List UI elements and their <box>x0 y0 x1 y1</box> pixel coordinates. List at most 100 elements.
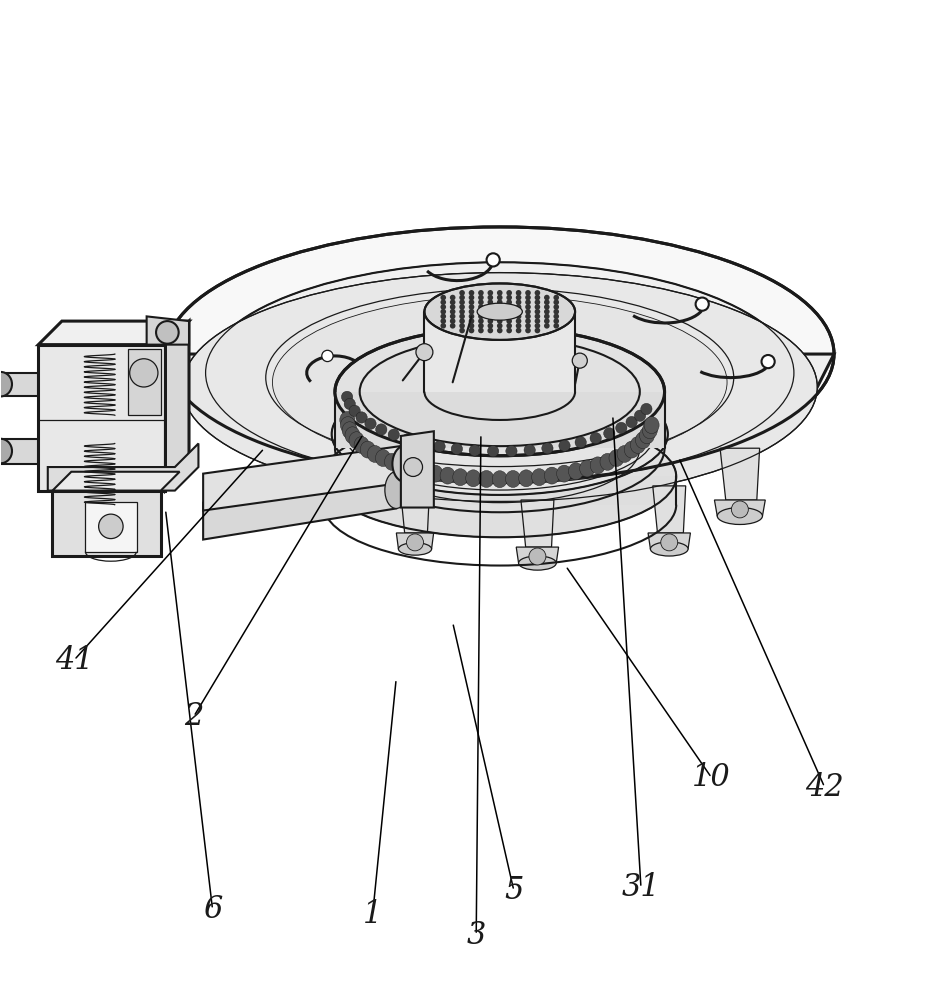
Ellipse shape <box>182 273 818 501</box>
Polygon shape <box>401 491 429 533</box>
Text: 3: 3 <box>467 920 486 951</box>
Ellipse shape <box>360 441 375 458</box>
Circle shape <box>604 428 615 439</box>
Ellipse shape <box>519 470 534 487</box>
Circle shape <box>554 318 559 324</box>
Polygon shape <box>1 439 39 464</box>
Ellipse shape <box>492 471 507 488</box>
Circle shape <box>506 309 512 315</box>
Circle shape <box>459 309 465 315</box>
Circle shape <box>554 295 559 300</box>
Ellipse shape <box>206 262 794 483</box>
Circle shape <box>535 318 540 324</box>
Circle shape <box>469 328 474 333</box>
Text: 31: 31 <box>621 872 660 903</box>
Ellipse shape <box>636 432 651 449</box>
Circle shape <box>575 437 587 448</box>
Ellipse shape <box>477 303 522 320</box>
Circle shape <box>640 403 652 415</box>
Circle shape <box>488 323 493 329</box>
Circle shape <box>590 433 602 444</box>
Circle shape <box>416 344 433 361</box>
Circle shape <box>459 304 465 310</box>
Ellipse shape <box>323 416 676 537</box>
Circle shape <box>696 298 709 311</box>
Ellipse shape <box>609 450 624 467</box>
Circle shape <box>516 304 521 310</box>
Polygon shape <box>48 444 198 491</box>
Polygon shape <box>203 472 396 540</box>
Circle shape <box>488 318 493 324</box>
Polygon shape <box>165 321 189 491</box>
Circle shape <box>497 318 503 324</box>
Circle shape <box>344 398 356 410</box>
Circle shape <box>478 290 484 296</box>
Ellipse shape <box>453 469 468 486</box>
Circle shape <box>506 323 512 329</box>
Circle shape <box>459 314 465 319</box>
Circle shape <box>506 299 512 305</box>
Circle shape <box>535 299 540 305</box>
Ellipse shape <box>624 441 639 458</box>
Circle shape <box>535 314 540 319</box>
Circle shape <box>506 318 512 324</box>
Circle shape <box>488 290 493 296</box>
Ellipse shape <box>345 427 360 444</box>
Polygon shape <box>521 500 554 547</box>
Circle shape <box>525 290 531 296</box>
Text: 5: 5 <box>505 875 523 906</box>
Circle shape <box>572 353 587 368</box>
Circle shape <box>497 290 503 296</box>
Circle shape <box>418 438 429 449</box>
Circle shape <box>626 416 637 428</box>
Circle shape <box>99 514 124 539</box>
Circle shape <box>469 314 474 319</box>
Circle shape <box>459 328 465 333</box>
Circle shape <box>762 355 775 368</box>
Circle shape <box>375 424 387 435</box>
Polygon shape <box>39 321 189 345</box>
Polygon shape <box>401 431 434 508</box>
Circle shape <box>516 295 521 300</box>
Circle shape <box>488 328 493 333</box>
Ellipse shape <box>394 457 409 474</box>
Circle shape <box>516 299 521 305</box>
Circle shape <box>440 299 446 305</box>
Ellipse shape <box>651 542 688 556</box>
Ellipse shape <box>479 470 494 487</box>
Circle shape <box>478 309 484 315</box>
Ellipse shape <box>332 373 668 495</box>
Circle shape <box>516 328 521 333</box>
Circle shape <box>402 434 413 445</box>
Text: 6: 6 <box>203 894 223 925</box>
Ellipse shape <box>354 437 369 453</box>
Text: 1: 1 <box>363 899 382 930</box>
Circle shape <box>440 309 446 315</box>
Circle shape <box>535 328 540 333</box>
Circle shape <box>478 323 484 329</box>
Circle shape <box>535 295 540 300</box>
Circle shape <box>497 299 503 305</box>
Polygon shape <box>335 392 665 448</box>
Circle shape <box>506 314 512 319</box>
Circle shape <box>516 290 521 296</box>
Circle shape <box>130 359 157 387</box>
Circle shape <box>488 309 493 315</box>
Ellipse shape <box>519 556 556 570</box>
Circle shape <box>497 295 503 300</box>
Circle shape <box>487 253 500 266</box>
Circle shape <box>478 304 484 310</box>
Circle shape <box>525 323 531 329</box>
Polygon shape <box>1 373 39 396</box>
Polygon shape <box>720 448 760 500</box>
Circle shape <box>450 295 455 300</box>
Ellipse shape <box>532 469 547 486</box>
Circle shape <box>440 295 446 300</box>
Circle shape <box>554 309 559 315</box>
Text: 10: 10 <box>692 762 731 793</box>
Circle shape <box>554 323 559 329</box>
Circle shape <box>469 304 474 310</box>
Circle shape <box>469 445 480 456</box>
Circle shape <box>488 295 493 300</box>
Circle shape <box>544 295 550 300</box>
